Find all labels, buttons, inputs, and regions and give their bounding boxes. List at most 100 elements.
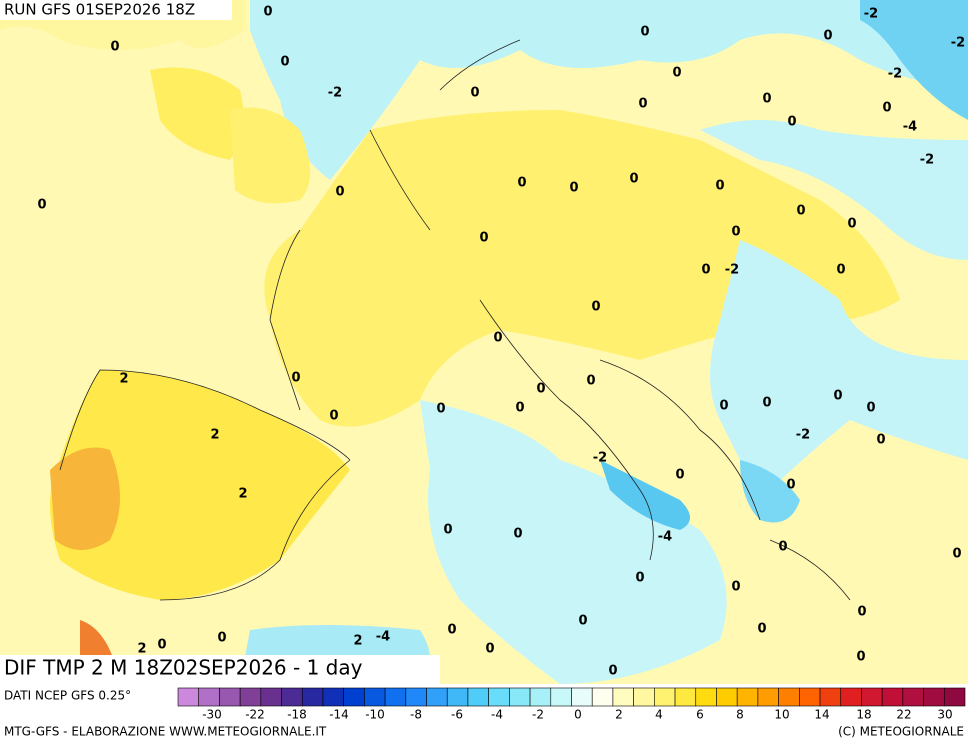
contour-label: 0 (882, 101, 891, 116)
contour-label: 0 (857, 605, 866, 620)
data-source: DATI NCEP GFS 0.25° (4, 689, 131, 703)
colorbar-swatch (426, 687, 448, 707)
contour-label: 0 (856, 650, 865, 665)
colorbar-swatch (384, 687, 407, 707)
colorbar-tick-label: 4 (655, 708, 663, 722)
colorbar-tick-label: 18 (856, 708, 871, 722)
colorbar-swatch (840, 687, 862, 707)
colorbar-swatch (674, 687, 697, 707)
contour-label: 0 (672, 66, 681, 81)
colorbar-tick-label: 22 (896, 708, 911, 722)
colorbar-swatch (177, 687, 200, 707)
contour-label: 0 (833, 389, 842, 404)
contour-label: 0 (515, 401, 524, 416)
colorbar-swatch (654, 687, 676, 707)
contour-label: -4 (903, 120, 917, 135)
contour-label: 0 (280, 55, 289, 70)
contour-label: 0 (876, 433, 885, 448)
contour-label: 0 (629, 172, 638, 187)
contour-label: 0 (719, 399, 728, 414)
colorbar-swatch (799, 687, 821, 707)
colorbar-swatch (550, 687, 572, 707)
contour-label: -2 (920, 153, 934, 168)
colorbar-swatch (902, 687, 924, 707)
contour-label: 0 (757, 622, 766, 637)
contour-label: 0 (586, 374, 595, 389)
contour-label: 0 (110, 40, 119, 55)
run-label: RUN GFS 01SEP2026 18Z (4, 1, 195, 19)
contour-label: 0 (291, 371, 300, 386)
colorbar-tick-label: -10 (365, 708, 385, 722)
colorbar-swatch (943, 687, 966, 707)
colorbar-swatch (488, 687, 510, 707)
contour-label: -2 (888, 67, 902, 82)
colorbar-swatch (881, 687, 904, 707)
contour-label: -2 (725, 263, 739, 278)
contour-label: 0 (762, 396, 771, 411)
contour-label: 0 (493, 331, 502, 346)
colorbar-tick-label: -14 (329, 708, 349, 722)
colorbar-swatch (260, 687, 282, 707)
contour-label: 2 (210, 428, 219, 443)
colorbar-swatch (633, 687, 655, 707)
contour-label: 0 (470, 86, 479, 101)
contour-label: 0 (762, 92, 771, 107)
colorbar-swatch (364, 687, 386, 707)
contour-label: 0 (436, 402, 445, 417)
colorbar-tick-label: -8 (410, 708, 422, 722)
colorbar-swatch (778, 687, 800, 707)
contour-label: 0 (638, 97, 647, 112)
contour-label: 0 (635, 571, 644, 586)
contour-label: 0 (591, 300, 600, 315)
colorbar-swatch (695, 687, 717, 707)
colorbar-swatch (509, 687, 531, 707)
colorbar-swatch (446, 687, 469, 707)
contour-label: 0 (787, 115, 796, 130)
contour-label: 0 (517, 176, 526, 191)
colorbar-tick-label: 6 (696, 708, 704, 722)
colorbar-tick-label: -4 (491, 708, 503, 722)
contour-label: 0 (715, 179, 724, 194)
contour-label: -4 (658, 530, 672, 545)
colorbar-swatch (322, 687, 344, 707)
colorbar-swatch (819, 687, 842, 707)
colorbar-tick-label: 2 (615, 708, 623, 722)
contour-label: 0 (731, 580, 740, 595)
colorbar-swatch (571, 687, 593, 707)
contour-label: 0 (329, 409, 338, 424)
contour-label: 0 (778, 540, 787, 555)
contour-label: 0 (37, 198, 46, 213)
credit: MTG-GFS - ELABORAZIONE WWW.METEOGIORNALE… (4, 725, 327, 739)
title-box (0, 655, 440, 684)
contour-label: -4 (376, 630, 390, 645)
contour-label: 0 (608, 664, 617, 679)
copyright: (C) METEOGIORNALE (838, 725, 964, 739)
contour-label: 0 (217, 631, 226, 646)
contour-label: 2 (137, 642, 146, 657)
colorbar-tick-label: -2 (532, 708, 544, 722)
contour-label: 0 (569, 181, 578, 196)
colorbar-tick-label: 8 (736, 708, 744, 722)
contour-label: 0 (157, 638, 166, 653)
contour-label: -2 (328, 86, 342, 101)
contour-label: 0 (731, 225, 740, 240)
contour-label: 2 (353, 634, 362, 649)
colorbar-swatch (923, 687, 945, 707)
contour-label: 0 (675, 468, 684, 483)
contour-label: -2 (796, 428, 810, 443)
contour-label: 0 (847, 217, 856, 232)
colorbar-swatch (591, 687, 614, 707)
contour-label: 0 (536, 382, 545, 397)
colorbar-tick-label: -22 (245, 708, 265, 722)
contour-label: 0 (796, 204, 805, 219)
contour-label: 0 (866, 401, 875, 416)
colorbar-tick-label: -30 (202, 708, 222, 722)
contour-label: 0 (513, 527, 522, 542)
contour-label: 0 (952, 547, 961, 562)
colorbar-tick-label: 10 (774, 708, 789, 722)
contour-label: 0 (578, 614, 587, 629)
contour-label: 0 (701, 263, 710, 278)
contour-label: 2 (119, 372, 128, 387)
contour-label: 0 (335, 185, 344, 200)
